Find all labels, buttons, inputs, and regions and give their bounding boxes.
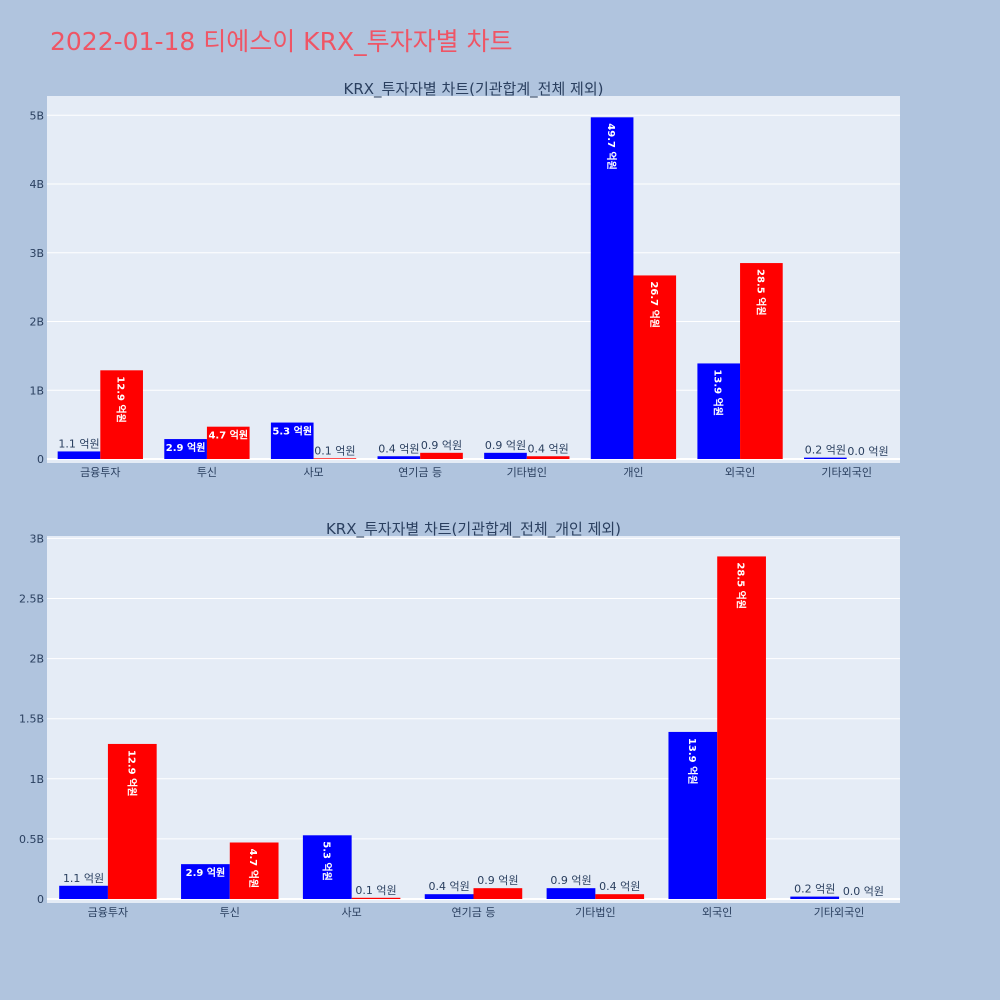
- x-tick-label: 연기금 등: [398, 466, 442, 479]
- data-label: 0.4 억원: [378, 442, 419, 455]
- x-tick-label: 금융투자: [88, 906, 128, 919]
- bar: [740, 263, 783, 459]
- data-label: 49.7 억원: [605, 123, 618, 170]
- x-tick-label: 외국인: [725, 466, 755, 479]
- y-tick-label: 2B: [29, 316, 44, 329]
- bar: [313, 458, 357, 459]
- page-title: 2022-01-18 티에스이 KRX_투자자별 차트: [50, 27, 513, 56]
- x-tick-label: 기타외국인: [821, 466, 872, 479]
- subplot-title: KRX_투자자별 차트(기관합계_전체_개인 제외): [326, 520, 621, 539]
- x-tick-label: 금융투자: [80, 466, 120, 479]
- x-tick-label: 기타법인: [575, 906, 615, 919]
- x-tick-label: 외국인: [702, 906, 732, 919]
- y-tick-label: 3B: [29, 247, 44, 260]
- chart-2: 0 0.5B 1B 1.5B 2B 2.5B 3B KRX_투자자별 차트(기관합계_전체_개…: [19, 520, 900, 919]
- chart-1: 0 1B 2B 3B 4B 5B KRX_투자자별 차트(기관합계_전체 제외) 금융투자 1.…: [29, 80, 900, 479]
- y-tick-label: 4B: [29, 178, 44, 191]
- data-label: 28.5 억원: [735, 562, 748, 609]
- x-tick-label: 기타외국인: [814, 906, 865, 919]
- data-label: 2.9 억원: [166, 441, 206, 454]
- y-tick-label: 1B: [29, 384, 44, 397]
- data-label: 0.9 억원: [485, 439, 526, 452]
- y-tick-label: 5B: [29, 109, 44, 122]
- bar: [424, 894, 474, 899]
- plot-area: [47, 536, 900, 903]
- bar: [526, 456, 570, 459]
- bar: [100, 370, 143, 459]
- bar: [164, 439, 207, 459]
- x-tick-label: 개인: [623, 466, 643, 479]
- bar: [270, 422, 314, 459]
- data-label: 0.0 억원: [843, 885, 884, 898]
- bar: [484, 452, 527, 459]
- x-tick-label: 연기금 등: [452, 906, 496, 919]
- data-label: 28.5 억원: [754, 269, 767, 316]
- bar: [181, 864, 230, 899]
- data-label: 5.3 억원: [320, 841, 333, 881]
- subplot-title: KRX_투자자별 차트(기관합계_전체 제외): [344, 80, 604, 99]
- data-label: 0.2 억원: [794, 883, 835, 896]
- bar: [107, 743, 157, 899]
- y-tick-label: 0: [37, 453, 44, 466]
- data-label: 2.9 억원: [186, 866, 226, 879]
- data-label: 4.7 억원: [247, 849, 260, 889]
- data-label: 0.4 억원: [528, 442, 569, 455]
- data-label: 5.3 억원: [272, 425, 312, 438]
- y-tick-label: 0: [37, 893, 44, 906]
- x-tick-label: 사모: [303, 466, 323, 479]
- data-label: 12.9 억원: [115, 376, 128, 423]
- bar: [59, 885, 108, 899]
- data-label: 1.1 억원: [63, 872, 104, 885]
- data-label: 0.1 억원: [314, 444, 355, 457]
- bar: [377, 456, 421, 459]
- data-label: 0.9 억원: [477, 874, 518, 887]
- data-label: 1.1 억원: [58, 437, 99, 450]
- bar: [420, 452, 463, 459]
- data-label: 0.9 억원: [550, 874, 591, 887]
- bar: [633, 275, 677, 459]
- bar: [206, 426, 250, 459]
- y-tick-label: 2B: [29, 653, 44, 666]
- bar: [595, 894, 645, 899]
- bar: [717, 556, 766, 899]
- data-label: 26.7 억원: [648, 281, 661, 328]
- x-tick-label: 투신: [220, 906, 240, 919]
- x-tick-label: 기타법인: [507, 466, 547, 479]
- bar: [546, 888, 596, 899]
- bar: [804, 457, 847, 459]
- y-tick-label: 1.5B: [19, 713, 44, 726]
- data-label: 0.9 억원: [421, 439, 462, 452]
- bar: [668, 731, 718, 899]
- bar: [473, 888, 523, 899]
- bar: [790, 896, 840, 899]
- bar: [590, 117, 634, 459]
- bar: [351, 897, 401, 899]
- x-tick-label: 투신: [197, 466, 217, 479]
- data-label: 12.9 억원: [125, 750, 138, 797]
- data-label: 0.4 억원: [599, 880, 640, 893]
- data-label: 13.9 억원: [686, 738, 699, 785]
- y-tick-label: 0.5B: [19, 833, 44, 846]
- data-label: 13.9 억원: [712, 369, 725, 416]
- data-label: 0.4 억원: [429, 880, 470, 893]
- data-label: 0.2 억원: [805, 444, 846, 457]
- data-label: 4.7 억원: [208, 429, 248, 442]
- data-label: 0.0 억원: [847, 445, 888, 458]
- data-label: 0.1 억원: [355, 884, 396, 897]
- bar: [229, 842, 279, 899]
- bar: [57, 451, 101, 459]
- y-tick-label: 2.5B: [19, 593, 44, 606]
- x-tick-label: 사모: [342, 906, 362, 919]
- bar: [697, 363, 741, 459]
- y-tick-label: 1B: [29, 773, 44, 786]
- y-tick-label: 3B: [29, 532, 44, 545]
- bar: [302, 835, 352, 899]
